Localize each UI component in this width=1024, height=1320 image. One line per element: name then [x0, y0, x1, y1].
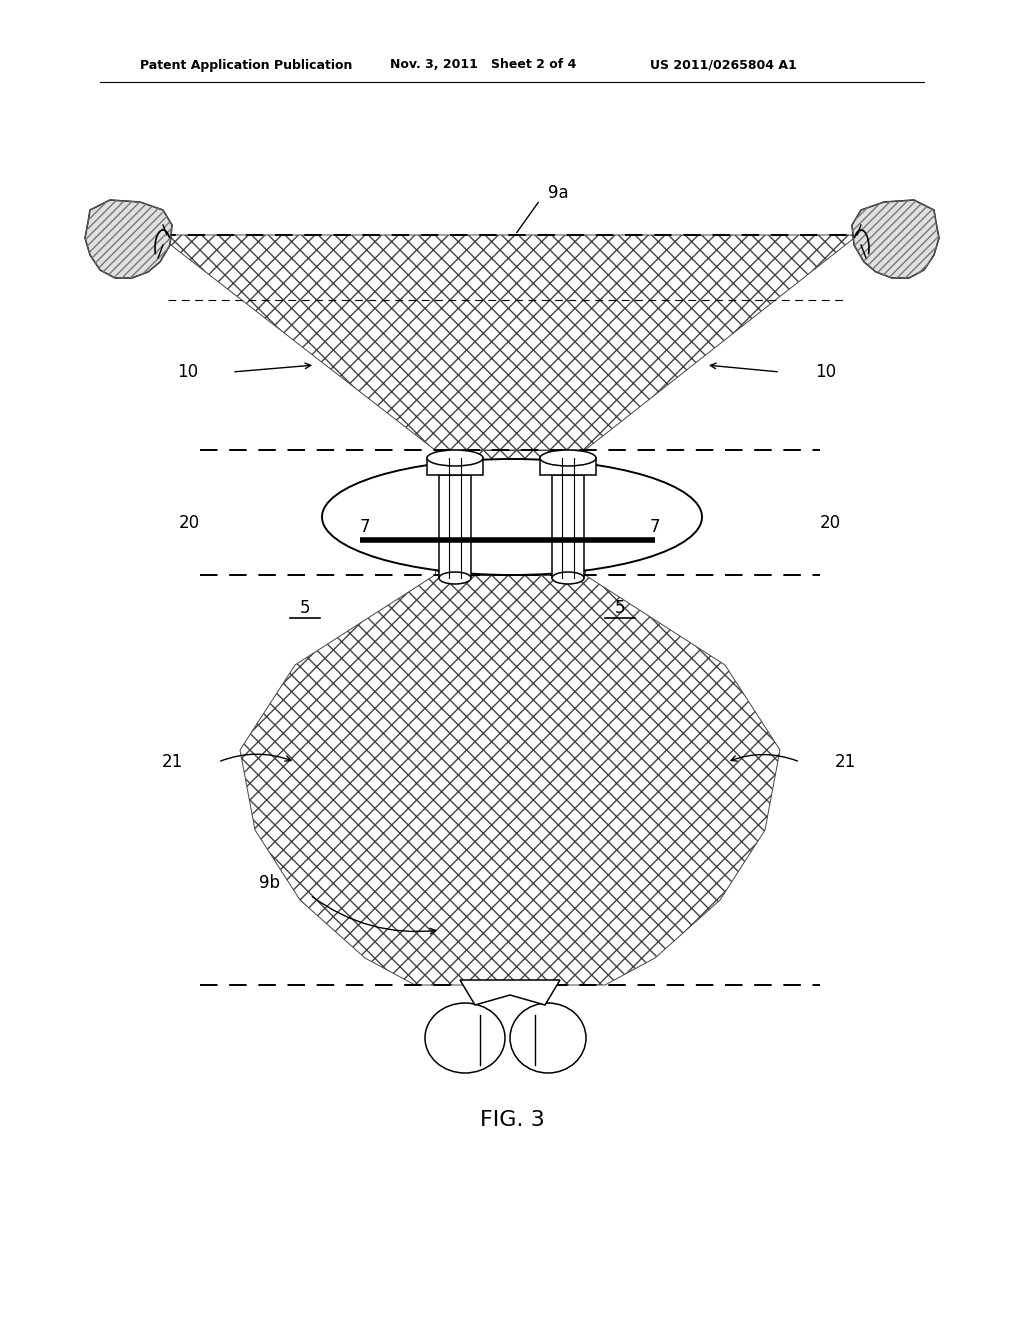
Ellipse shape [427, 450, 483, 466]
Polygon shape [852, 201, 939, 279]
Polygon shape [240, 576, 780, 985]
Text: 5: 5 [300, 599, 310, 616]
Text: FIG. 3: FIG. 3 [479, 1110, 545, 1130]
Text: 5: 5 [614, 599, 626, 616]
Text: 20: 20 [179, 513, 200, 532]
Polygon shape [435, 450, 585, 576]
Text: 9a: 9a [548, 183, 568, 202]
Text: 20: 20 [820, 513, 841, 532]
Polygon shape [158, 235, 858, 450]
Text: 9b: 9b [259, 874, 280, 892]
Text: US 2011/0265804 A1: US 2011/0265804 A1 [650, 58, 797, 71]
Bar [552, 475, 584, 578]
Bar [439, 475, 471, 578]
Polygon shape [460, 979, 560, 1005]
Ellipse shape [552, 572, 584, 583]
Text: 7: 7 [650, 517, 660, 536]
Text: 7: 7 [359, 517, 370, 536]
Ellipse shape [425, 1003, 505, 1073]
Polygon shape [85, 201, 172, 279]
Text: Nov. 3, 2011   Sheet 2 of 4: Nov. 3, 2011 Sheet 2 of 4 [390, 58, 577, 71]
Ellipse shape [439, 572, 471, 583]
Text: 10: 10 [177, 363, 198, 381]
Ellipse shape [540, 450, 596, 466]
Bar [427, 458, 483, 475]
Bar [540, 458, 596, 475]
Text: 21: 21 [162, 752, 183, 771]
Text: Patent Application Publication: Patent Application Publication [140, 58, 352, 71]
Ellipse shape [322, 459, 702, 576]
Ellipse shape [510, 1003, 586, 1073]
Text: 21: 21 [835, 752, 856, 771]
Text: 10: 10 [815, 363, 837, 381]
